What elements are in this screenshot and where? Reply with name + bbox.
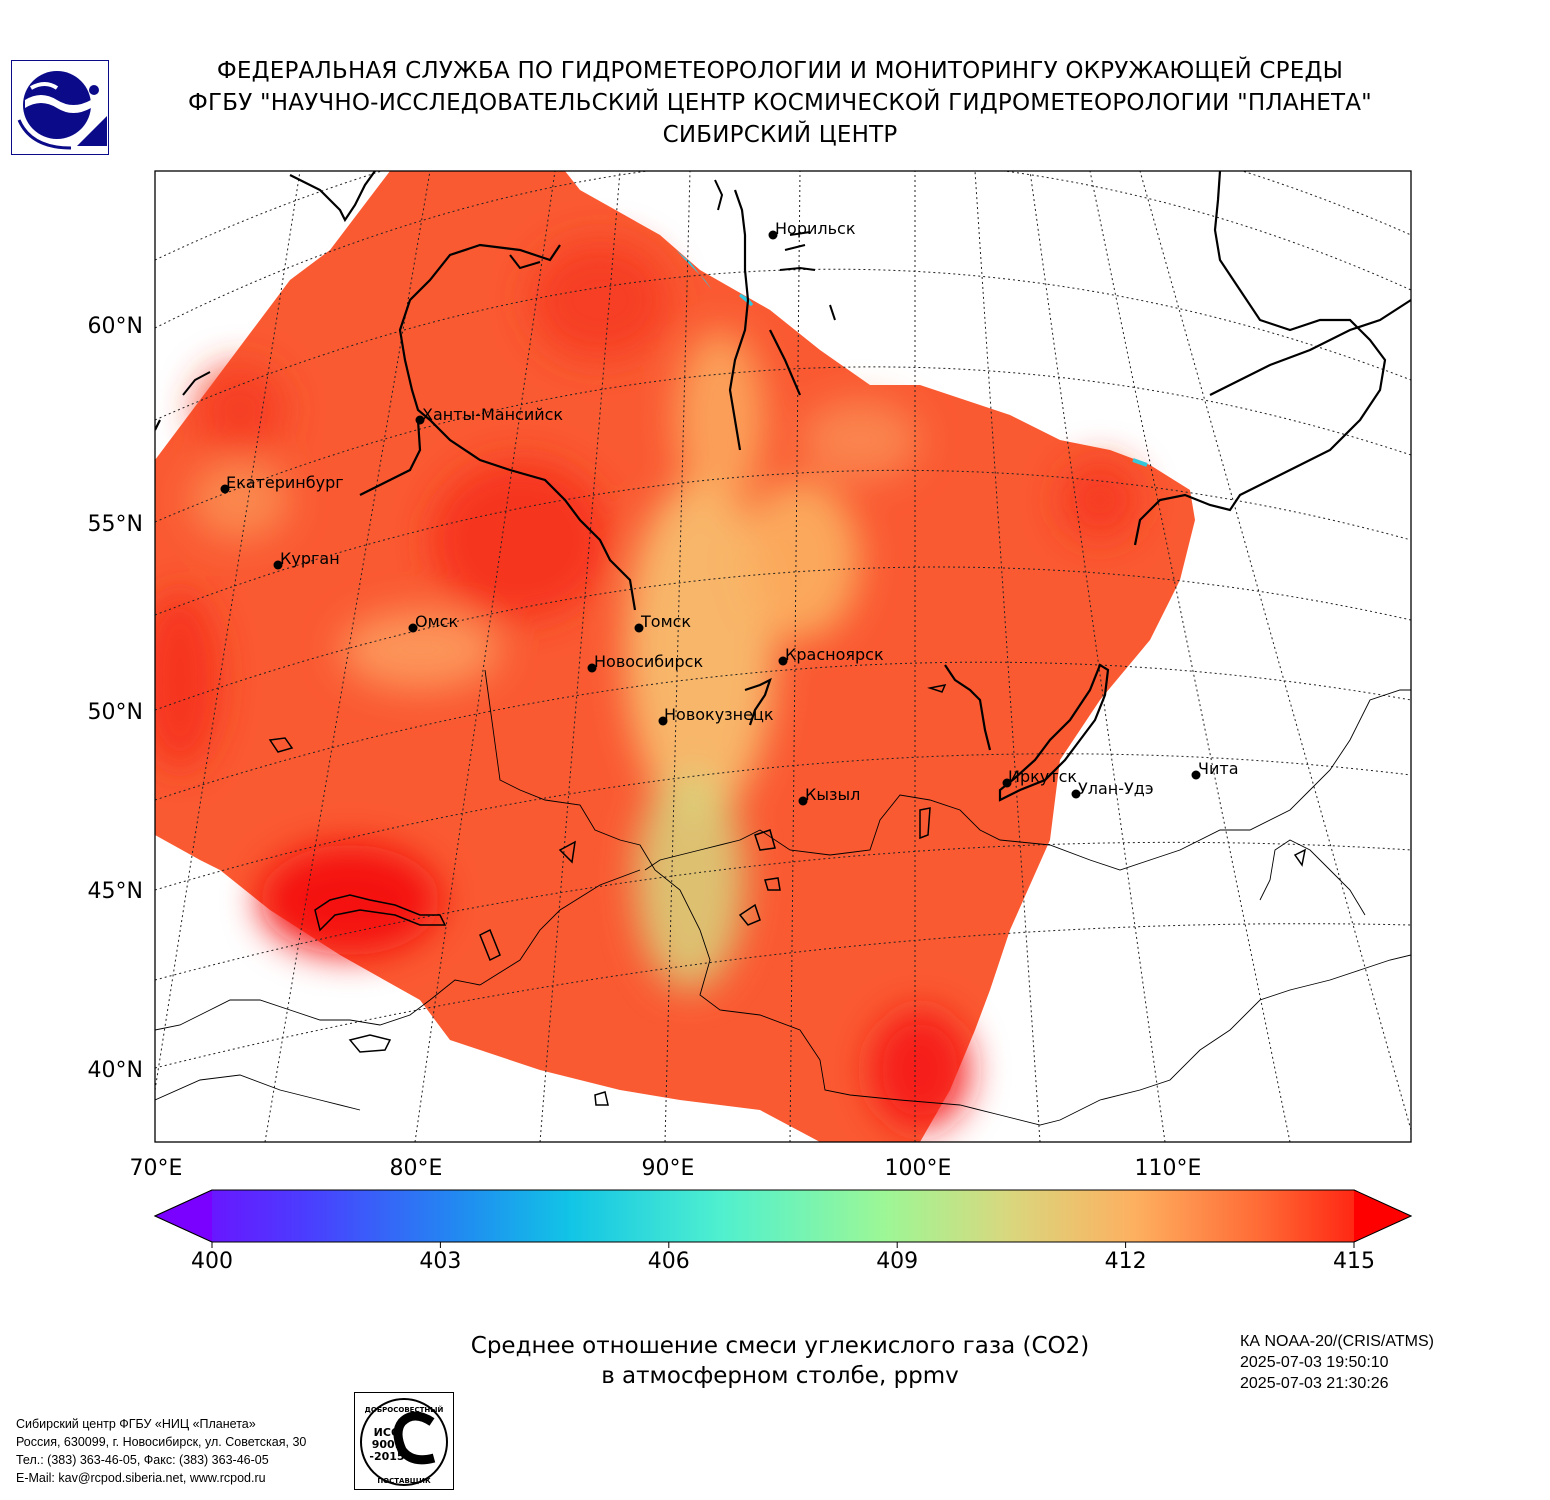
colorbar-max-arrow xyxy=(1354,1190,1411,1242)
svg-text:Томск: Томск xyxy=(640,612,691,631)
header-line-2: ФГБУ "НАУЧНО-ИССЛЕДОВАТЕЛЬСКИЙ ЦЕНТР КОС… xyxy=(188,90,1372,116)
lat-label-40: 40°N xyxy=(88,1058,143,1083)
colorbar-tick-label: 409 xyxy=(876,1249,918,1274)
svg-text:Екатеринбург: Екатеринбург xyxy=(226,473,344,492)
contact-address: Россия, 630099, г. Новосибирск, ул. Сове… xyxy=(16,1435,307,1449)
city-krasnoyarsk: Красноярск xyxy=(778,645,884,666)
stamp-top-text: ДОБРОСОВЕСТНЫЙ xyxy=(365,1405,444,1414)
colorbar-body xyxy=(153,1189,1413,1243)
satellite-start-time: 2025-07-03 19:50:10 xyxy=(1240,1354,1389,1371)
svg-text:Курган: Курган xyxy=(280,549,340,568)
lon-label-80: 80°E xyxy=(390,1156,443,1181)
city-kurgan: Курган xyxy=(273,549,340,570)
lat-label-60: 60°N xyxy=(88,314,143,339)
lat-label-50: 50°N xyxy=(88,700,143,725)
planeta-logo xyxy=(11,60,109,155)
satellite-end-time: 2025-07-03 21:30:26 xyxy=(1240,1375,1389,1392)
colorbar-tick-label: 415 xyxy=(1333,1249,1375,1274)
city-novosibirsk: Новосибирск xyxy=(587,652,703,673)
city-omsk: Омск xyxy=(408,612,458,633)
svg-text:Ханты-Мансийск: Ханты-Мансийск xyxy=(422,405,563,424)
map-frame-content xyxy=(155,171,1411,1142)
lakes xyxy=(268,683,1307,1106)
colorbar-tick-label: 406 xyxy=(648,1249,690,1274)
lat-label-55: 55°N xyxy=(88,512,143,537)
lon-label-90: 90°E xyxy=(642,1156,695,1181)
contact-email: E-Mail: kav@rcpod.siberia.net, www.rcpod… xyxy=(16,1471,266,1485)
header-line-3: СИБИРСКИЙ ЦЕНТР xyxy=(662,122,898,148)
svg-text:Норильск: Норильск xyxy=(775,219,856,238)
svg-text:Новосибирск: Новосибирск xyxy=(594,652,703,671)
city-markers: Норильск Ханты-Мансийск Екатеринбург Кур… xyxy=(220,219,1239,806)
country-borders xyxy=(155,669,1411,1126)
lon-label-110: 110°E xyxy=(1135,1156,1202,1181)
city-ulan-ude: Улан-Удэ xyxy=(1071,779,1154,799)
svg-text:Красноярск: Красноярск xyxy=(785,645,884,664)
colorbar-tick-label: 403 xyxy=(419,1249,461,1274)
map-frame xyxy=(154,170,1412,1143)
graticule xyxy=(155,171,1411,1142)
caption-line-1: Среднее отношение смеси углекислого газа… xyxy=(470,1333,1090,1359)
city-yekaterinburg: Екатеринбург xyxy=(220,473,344,494)
city-khanty-mansiysk: Ханты-Мансийск xyxy=(415,405,563,425)
svg-text:Омск: Омск xyxy=(415,612,458,631)
lon-label-100: 100°E xyxy=(885,1156,952,1181)
city-kyzyl: Кызыл xyxy=(798,785,860,806)
svg-text:Чита: Чита xyxy=(1198,759,1239,778)
svg-text:Иркутск: Иркутск xyxy=(1008,767,1077,786)
contact-org: Сибирский центр ФГБУ «НИЦ «Планета» xyxy=(16,1417,256,1431)
city-irkutsk: Иркутск xyxy=(1002,767,1077,788)
svg-text:Кызыл: Кызыл xyxy=(805,785,860,804)
svg-text:Новокузнецк: Новокузнецк xyxy=(664,705,774,724)
stamp-bottom-text: ПОСТАВЩИК xyxy=(377,1477,431,1485)
stamp-iso: ИСО xyxy=(374,1426,401,1439)
header-line-1: ФЕДЕРАЛЬНАЯ СЛУЖБА ПО ГИДРОМЕТЕОРОЛОГИИ … xyxy=(216,58,1344,84)
rivers-coastlines xyxy=(155,171,1411,802)
city-norilsk: Норильск xyxy=(768,219,856,240)
city-novokuznetsk: Новокузнецк xyxy=(658,705,774,726)
contact-phone: Тел.: (383) 363-46-05, Факс: (383) 363-4… xyxy=(16,1453,269,1467)
colorbar: 400 403 406 409 412 415 xyxy=(153,1189,1413,1274)
co2-map: Норильск Ханты-Мансийск Екатеринбург Кур… xyxy=(88,170,1413,1274)
satellite-name: КА NOAA-20/(CRIS/ATMS) xyxy=(1240,1333,1434,1350)
lat-label-45: 45°N xyxy=(88,879,143,904)
co2-gradient-patches xyxy=(155,240,1140,1130)
colorbar-tick-label: 400 xyxy=(191,1249,233,1274)
city-chita: Чита xyxy=(1191,759,1239,780)
iso-stamp: ДОБРОСОВЕСТНЫЙ ИСО 9001 -2015 ПОСТАВЩИК xyxy=(354,1392,454,1490)
stamp-2015: -2015 xyxy=(369,1450,404,1463)
caption-line-2: в атмосферном столбе, ppmv xyxy=(601,1363,959,1389)
colorbar-min-arrow xyxy=(155,1190,212,1242)
city-tomsk: Томск xyxy=(634,612,691,633)
lon-label-70: 70°E xyxy=(130,1156,183,1181)
colorbar-tick-label: 412 xyxy=(1105,1249,1147,1274)
svg-text:Улан-Удэ: Улан-Удэ xyxy=(1078,779,1154,798)
stamp-9001: 9001 xyxy=(372,1438,403,1451)
